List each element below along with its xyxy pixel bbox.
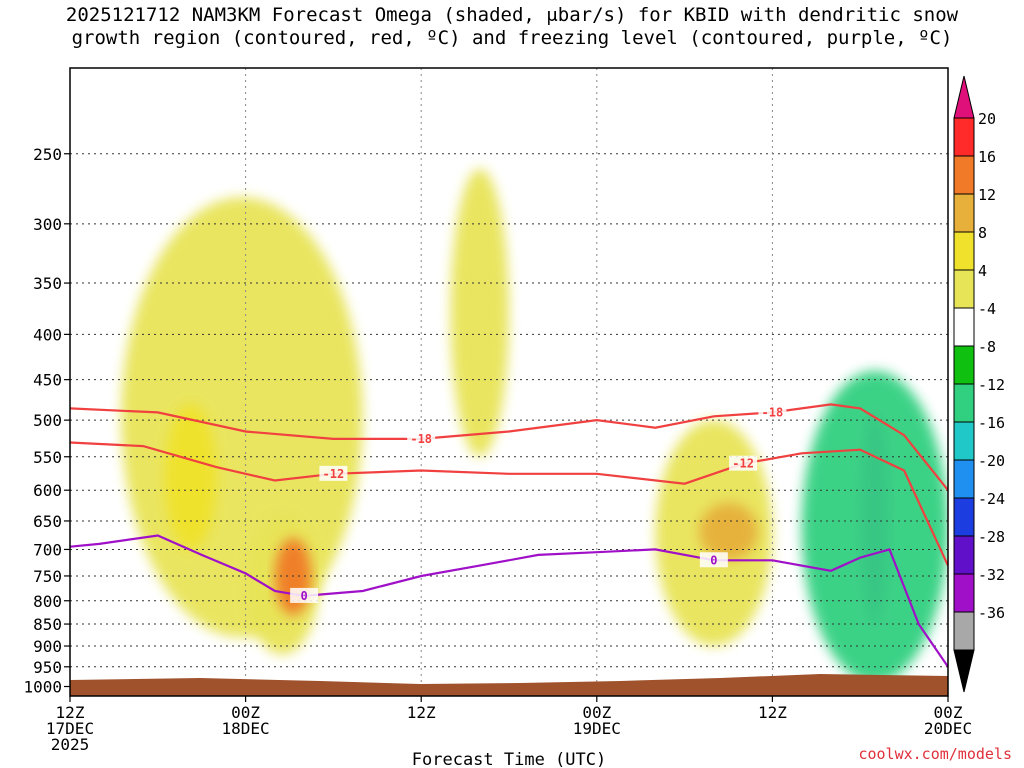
colorbar-band [953, 459, 975, 499]
colorbar-band [953, 535, 975, 575]
colorbar-band [953, 117, 975, 157]
contour-label: 0 [710, 553, 717, 567]
colorbar-label: -4 [978, 300, 996, 318]
contour-label-bg [729, 455, 758, 471]
x-tick-label: 00Z [934, 703, 963, 722]
contour-label: -12 [323, 467, 345, 481]
colorbar-label: 20 [978, 110, 996, 128]
x-tick-label: 00Z [231, 703, 260, 722]
y-tick-label: 850 [33, 615, 62, 634]
colorbar-band [953, 193, 975, 233]
title-line-1: 2025121712 NAM3KM Forecast Omega (shaded… [65, 4, 959, 26]
colorbar-label: -24 [978, 490, 1005, 508]
terrain-ground [70, 674, 948, 696]
contour-line [70, 534, 948, 668]
y-tick-label: 700 [33, 540, 62, 559]
contour-label-bg [407, 430, 436, 446]
y-tick-label: 300 [33, 215, 62, 234]
y-tick-label: 750 [33, 567, 62, 586]
x-tick-label: 19DEC [573, 719, 621, 738]
y-tick-label: 350 [33, 274, 62, 293]
contour-label-bg [290, 587, 319, 603]
contour-label: 0 [301, 589, 308, 603]
contour-line [70, 403, 948, 491]
colorbar-label: 12 [978, 186, 996, 204]
x-axis-label: Forecast Time (UTC) [412, 750, 606, 768]
colorbar-top-arrow [953, 75, 975, 119]
x-tick-label: 2025 [51, 735, 90, 754]
colorbar-band [953, 231, 975, 271]
y-tick-label: 500 [33, 411, 62, 430]
credit-link[interactable]: coolwx.com/models [858, 745, 1012, 763]
x-tick-label: 18DEC [222, 719, 270, 738]
contour-label-bg [758, 404, 787, 420]
y-axis: 250 300 350 400 450 500 550 600 650 700 750 800 850 9… [23, 145, 70, 697]
y-tick-label: 1000 [23, 678, 62, 697]
x-tick-label: 12Z [758, 703, 787, 722]
x-tick-label: 12Z [407, 703, 436, 722]
colorbar-band [953, 573, 975, 613]
colorbar-label: -20 [978, 452, 1005, 470]
contour-label-bg [699, 552, 728, 568]
colorbar-label: -12 [978, 376, 1005, 394]
y-tick-label: 550 [33, 448, 62, 467]
colorbar-label: -36 [978, 604, 1005, 622]
colorbar-label: -32 [978, 566, 1005, 584]
temperature-contours: -18 -18 -12 -12 0 0 [70, 403, 948, 668]
colorbar-label: 16 [978, 148, 996, 166]
y-tick-label: 400 [33, 325, 62, 344]
contour-line [70, 441, 948, 567]
x-tick-label: 17DEC [46, 719, 94, 738]
colorbar-band [953, 497, 975, 537]
colorbar-band [953, 421, 975, 461]
colorbar-band [953, 269, 975, 309]
omega-region [165, 404, 217, 550]
y-tick-label: 800 [33, 592, 62, 611]
y-tick-label: 650 [33, 512, 62, 531]
colorbar-bottom-arrow [953, 649, 975, 693]
x-tick-label: 20DEC [924, 719, 972, 738]
y-tick-label: 250 [33, 145, 62, 164]
y-tick-label: 950 [33, 658, 62, 677]
plot-frame [69, 67, 949, 697]
omega-region [699, 502, 758, 561]
colorbar-band [953, 383, 975, 423]
colorbar-band [953, 345, 975, 385]
title-line-2: growth region (contoured, red, ºC) and f… [71, 27, 953, 49]
contour-label: -18 [410, 432, 432, 446]
colorbar-label: -28 [978, 528, 1005, 546]
colorbar-label: 8 [978, 224, 987, 242]
y-tick-label: 600 [33, 481, 62, 500]
colorbar: 20 16 12 8 4 -4 -8 -12 -16 -20 -24 -28 -32 -36 [953, 75, 1005, 693]
colorbar-label: -16 [978, 414, 1005, 432]
contour-label: -12 [732, 457, 754, 471]
x-tick-label: 00Z [582, 703, 611, 722]
contour-label: -18 [762, 405, 784, 419]
colorbar-band [953, 155, 975, 195]
omega-region [450, 168, 509, 457]
colorbar-band [953, 307, 975, 347]
y-tick-label: 450 [33, 371, 62, 390]
colorbar-label: -8 [978, 338, 996, 356]
contour-label-bg [319, 465, 348, 481]
y-tick-label: 900 [33, 637, 62, 656]
colorbar-band [953, 611, 975, 651]
x-tick-label: 12Z [56, 703, 85, 722]
chart-title: 2025121712 NAM3KM Forecast Omega (shaded… [0, 4, 1024, 50]
omega-shading [121, 168, 948, 683]
colorbar-label: 4 [978, 262, 987, 280]
